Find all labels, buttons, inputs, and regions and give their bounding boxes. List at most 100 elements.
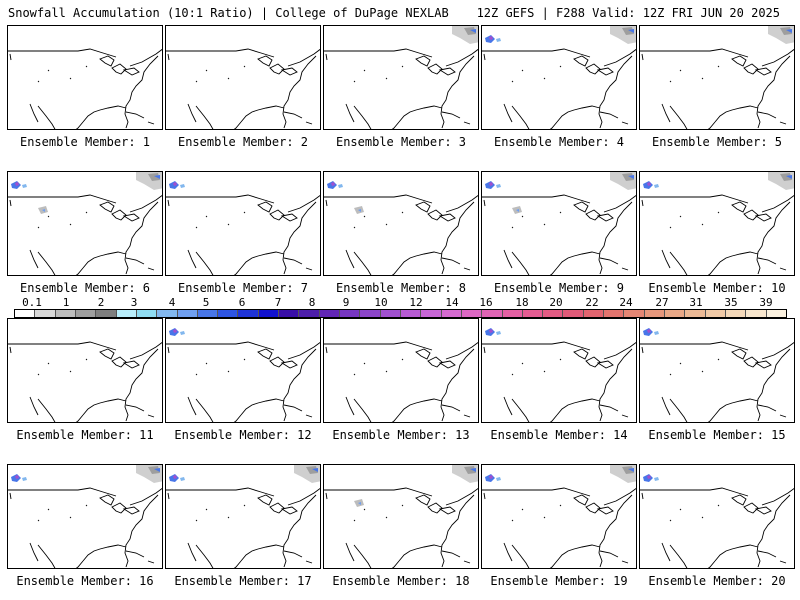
ensemble-map-panel	[323, 318, 479, 423]
coastline	[761, 194, 794, 213]
coastline	[283, 404, 303, 412]
coastline	[556, 251, 601, 269]
coastline	[640, 194, 749, 204]
coastline	[756, 348, 791, 422]
coastline	[707, 121, 716, 129]
ensemble-map-panel	[323, 171, 479, 276]
snow-area-northeast-canada	[306, 466, 318, 474]
coastline	[415, 348, 431, 360]
legend-swatch	[543, 310, 564, 317]
coastline	[543, 370, 546, 373]
coastline	[85, 211, 88, 214]
coastline	[549, 560, 558, 568]
coastline	[195, 398, 214, 422]
legend-swatch	[604, 310, 625, 317]
coastline	[754, 506, 772, 515]
coastline	[283, 550, 303, 558]
coastline	[669, 251, 688, 275]
coastline	[743, 209, 759, 221]
ensemble-map-panel	[323, 25, 479, 130]
coastline	[669, 373, 672, 376]
coastline	[707, 267, 716, 275]
snow-area-northwest	[489, 475, 493, 479]
coastline	[641, 53, 644, 61]
legend-tick: 12	[409, 296, 423, 309]
coastline	[280, 360, 298, 369]
coastline	[521, 508, 524, 511]
coastline	[283, 257, 303, 265]
coastline	[75, 267, 84, 275]
coastline	[122, 213, 140, 222]
coastline	[325, 199, 328, 207]
coastline	[669, 80, 672, 83]
coastline	[233, 267, 242, 275]
coastline	[669, 544, 688, 568]
legend-swatch	[299, 310, 320, 317]
coastline	[99, 494, 115, 506]
ensemble-member-label: Ensemble Member: 15	[648, 428, 786, 442]
coastline	[129, 341, 162, 360]
legend-swatch	[279, 310, 300, 317]
coastline	[99, 201, 115, 213]
snow-area-northwest	[338, 184, 343, 188]
coastline	[398, 251, 443, 269]
legend-swatch	[665, 310, 686, 317]
coastline	[125, 550, 145, 558]
coastline	[669, 398, 688, 422]
coastline	[240, 398, 285, 416]
coastline	[640, 487, 749, 497]
legend-tick: 4	[168, 296, 176, 309]
legend-swatch	[461, 310, 483, 317]
snow-area-northeast-canada	[622, 173, 634, 181]
coastline	[75, 414, 84, 422]
legend-tick: 24	[619, 296, 633, 309]
coastline	[124, 201, 159, 275]
coastline	[401, 504, 404, 507]
coastline	[227, 77, 230, 80]
basemap	[8, 465, 162, 568]
coastline	[401, 211, 404, 214]
coastline	[463, 121, 471, 125]
coastline	[353, 251, 372, 275]
coastline	[287, 194, 320, 213]
coastline	[438, 67, 456, 76]
coastline	[243, 65, 246, 68]
coastline	[707, 414, 716, 422]
coastline	[757, 111, 777, 119]
coastline	[482, 487, 591, 497]
basemap	[8, 172, 162, 275]
legend-swatch	[705, 310, 726, 317]
coastline	[147, 414, 155, 418]
legend-swatch	[644, 310, 665, 317]
coastline	[598, 201, 633, 275]
coastline	[195, 80, 198, 83]
ensemble-member-label: Ensemble Member: 3	[335, 135, 467, 149]
legend-tick-labels: 0.1 1 2 3 4 5 6 7 8 9 10 12 14 16 18 20 22 24 27 31 35 39	[14, 296, 785, 309]
legend-swatch	[96, 310, 117, 317]
coastline	[603, 487, 636, 506]
coastline	[325, 53, 328, 61]
ensemble-member-label: Ensemble Member: 14	[490, 428, 628, 442]
coastline	[147, 560, 155, 564]
coastline	[305, 267, 313, 271]
coastline	[701, 516, 704, 519]
coastline	[82, 544, 127, 562]
coastline	[324, 194, 433, 204]
snow-area-northwest	[173, 329, 177, 333]
coastline	[556, 398, 601, 416]
coastline	[641, 199, 644, 207]
coastline	[445, 341, 478, 360]
coastline	[441, 404, 461, 412]
coastline	[243, 504, 246, 507]
coastline	[483, 53, 486, 61]
ensemble-member-label: Ensemble Member: 1	[19, 135, 151, 149]
coastline	[463, 267, 471, 271]
coastline	[205, 362, 208, 365]
coastline	[573, 494, 589, 506]
coastline	[599, 111, 619, 119]
coastline	[75, 121, 84, 129]
coastline	[521, 362, 524, 365]
coastline	[195, 105, 214, 129]
basemap	[8, 48, 162, 129]
coastline	[8, 487, 117, 497]
